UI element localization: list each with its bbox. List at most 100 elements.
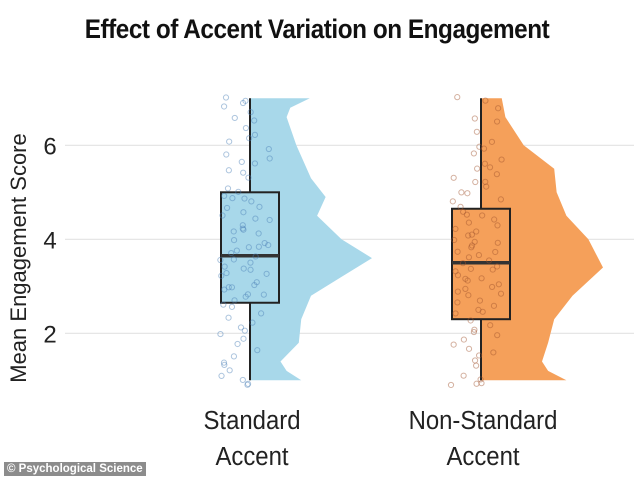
data-point — [497, 196, 504, 203]
data-point — [228, 284, 236, 291]
data-point — [230, 256, 237, 263]
watermark: © Psychological Science — [4, 462, 146, 476]
data-point — [494, 332, 501, 339]
data-point — [493, 171, 500, 178]
data-point — [450, 341, 457, 348]
data-point — [467, 317, 474, 324]
data-point — [226, 367, 233, 374]
data-point — [481, 160, 489, 167]
data-point — [242, 124, 250, 132]
data-point — [492, 248, 499, 256]
data-point — [452, 268, 459, 275]
data-point — [244, 381, 251, 388]
data-point — [246, 135, 253, 142]
y-axis-label: Mean Engagement Score — [6, 133, 31, 383]
data-point — [476, 143, 483, 150]
data-point — [218, 272, 225, 279]
data-point — [223, 151, 230, 158]
data-point — [245, 174, 252, 181]
group-0 — [217, 94, 372, 388]
data-point — [221, 286, 228, 293]
data-point — [247, 109, 254, 116]
data-point — [248, 198, 255, 205]
data-point — [497, 290, 505, 297]
half-violin — [481, 98, 603, 381]
data-point — [475, 352, 483, 359]
data-point — [468, 242, 476, 249]
x-tick-label: Accent — [215, 442, 288, 471]
data-point — [491, 216, 498, 223]
half-violin — [250, 98, 372, 381]
data-point — [479, 308, 486, 315]
data-point — [258, 310, 265, 317]
data-point — [252, 215, 259, 222]
data-point — [471, 238, 478, 245]
data-point — [230, 353, 238, 360]
data-point — [228, 303, 236, 310]
data-point — [231, 297, 238, 304]
data-point — [464, 277, 471, 284]
data-point — [220, 103, 228, 110]
data-point — [454, 272, 462, 279]
data-point — [240, 226, 247, 233]
data-point — [230, 236, 238, 244]
data-point — [240, 265, 247, 272]
data-point — [233, 247, 240, 254]
y-tick-label: 6 — [43, 133, 56, 160]
data-point — [472, 178, 479, 186]
data-point — [265, 145, 272, 153]
data-point — [490, 302, 498, 309]
data-point — [475, 251, 483, 259]
data-point — [490, 349, 497, 356]
data-point — [467, 265, 474, 272]
data-point — [242, 293, 249, 300]
data-point — [459, 260, 467, 267]
data-point — [217, 330, 224, 338]
data-point — [495, 281, 502, 288]
data-point — [266, 155, 273, 162]
data-point — [471, 357, 479, 364]
data-point — [473, 228, 480, 235]
data-point — [217, 256, 224, 264]
data-point — [231, 114, 238, 122]
data-point — [239, 222, 246, 229]
data-point — [265, 241, 272, 249]
data-point — [493, 118, 501, 125]
data-point — [218, 372, 225, 380]
data-point — [457, 203, 464, 210]
data-point — [223, 204, 231, 212]
data-point — [261, 239, 268, 247]
y-tick-label: 4 — [43, 227, 56, 254]
data-point — [221, 192, 228, 200]
data-point — [486, 164, 494, 171]
data-point — [468, 231, 476, 238]
data-point — [251, 117, 258, 124]
data-point — [251, 131, 259, 138]
data-point — [244, 291, 252, 298]
data-point — [254, 347, 261, 354]
data-point — [228, 249, 235, 257]
data-point — [452, 310, 459, 317]
data-point — [247, 259, 254, 266]
data-point — [225, 167, 232, 174]
data-point — [478, 275, 485, 282]
data-point — [482, 178, 489, 185]
data-point — [498, 156, 505, 163]
data-point — [226, 138, 233, 145]
data-point — [263, 270, 270, 277]
data-point — [252, 253, 259, 260]
data-point — [470, 150, 477, 157]
data-point — [266, 216, 273, 224]
data-point — [470, 328, 478, 336]
data-point — [477, 376, 484, 383]
data-point — [460, 372, 467, 379]
data-point — [487, 322, 494, 329]
data-point — [471, 115, 478, 122]
data-point — [463, 211, 470, 218]
data-point — [495, 105, 502, 112]
data-point — [240, 335, 247, 342]
data-point — [465, 232, 472, 239]
data-point — [230, 228, 237, 235]
data-point — [449, 198, 456, 205]
